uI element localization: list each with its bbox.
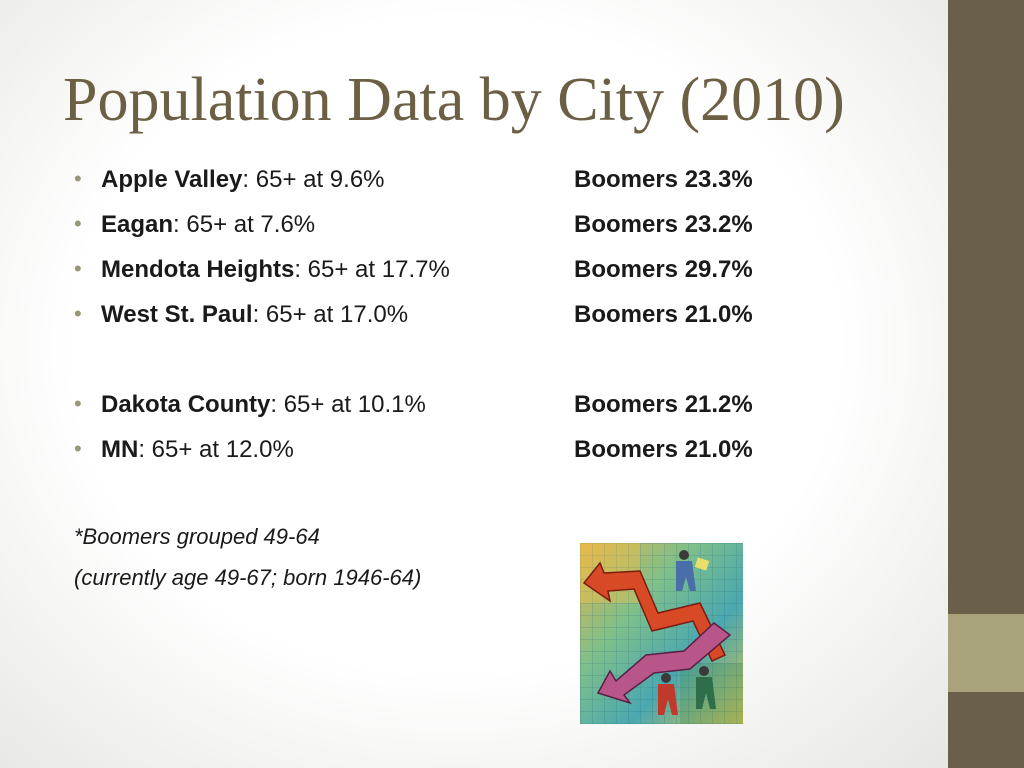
senior-rate: : 65+ at 17.7% [294,256,450,283]
senior-rate: : 65+ at 9.6% [242,166,385,193]
list-item: • West St. Paul: 65+ at 17.0% Boomers 21… [74,301,814,331]
senior-rate: : 65+ at 7.6% [173,211,316,238]
city-name: MN [101,436,139,463]
senior-rate: : 65+ at 12.0% [138,436,294,463]
footnote-boomers-group: *Boomers grouped 49-64 [74,524,320,549]
senior-rate: : 65+ at 17.0% [252,301,409,328]
boomers-rate: Boomers 21.2% [574,391,753,418]
list-item: • Dakota County: 65+ at 10.1% Boomers 21… [74,391,814,421]
list-item: • Mendota Heights: 65+ at 17.7% Boomers … [74,256,814,286]
senior-rate: : 65+ at 10.1% [270,391,426,418]
city-name: West St. Paul [101,301,253,328]
bullet-icon: • [74,211,82,236]
bullet-icon: • [74,301,82,326]
stock-chart-arrows-illustration [580,543,743,724]
city-name: Mendota Heights [101,256,295,283]
bullet-icon: • [74,436,82,461]
boomers-rate: Boomers 21.0% [574,301,753,328]
bullet-icon: • [74,256,82,281]
boomers-rate: Boomers 23.2% [574,211,753,238]
sidebar-bar-top [948,0,1024,614]
sidebar-bar-bottom [948,692,1024,768]
boomers-rate: Boomers 21.0% [574,436,753,463]
bullet-icon: • [74,391,82,416]
footnote-age-range: (currently age 49-67; born 1946-64) [74,565,422,590]
city-name: Dakota County [101,391,271,418]
list-item: • MN: 65+ at 12.0% Boomers 21.0% [74,436,814,466]
city-name: Eagan [101,211,174,238]
slide-background [0,0,948,768]
boomers-rate: Boomers 23.3% [574,166,753,193]
bullet-icon: • [74,166,82,191]
sidebar-bar-accent [948,614,1024,692]
slide-title: Population Data by City (2010) [63,66,845,134]
boomers-rate: Boomers 29.7% [574,256,753,283]
list-item: • Eagan: 65+ at 7.6% Boomers 23.2% [74,211,814,241]
city-name: Apple Valley [101,166,243,193]
list-item: • Apple Valley: 65+ at 9.6% Boomers 23.3… [74,166,814,196]
